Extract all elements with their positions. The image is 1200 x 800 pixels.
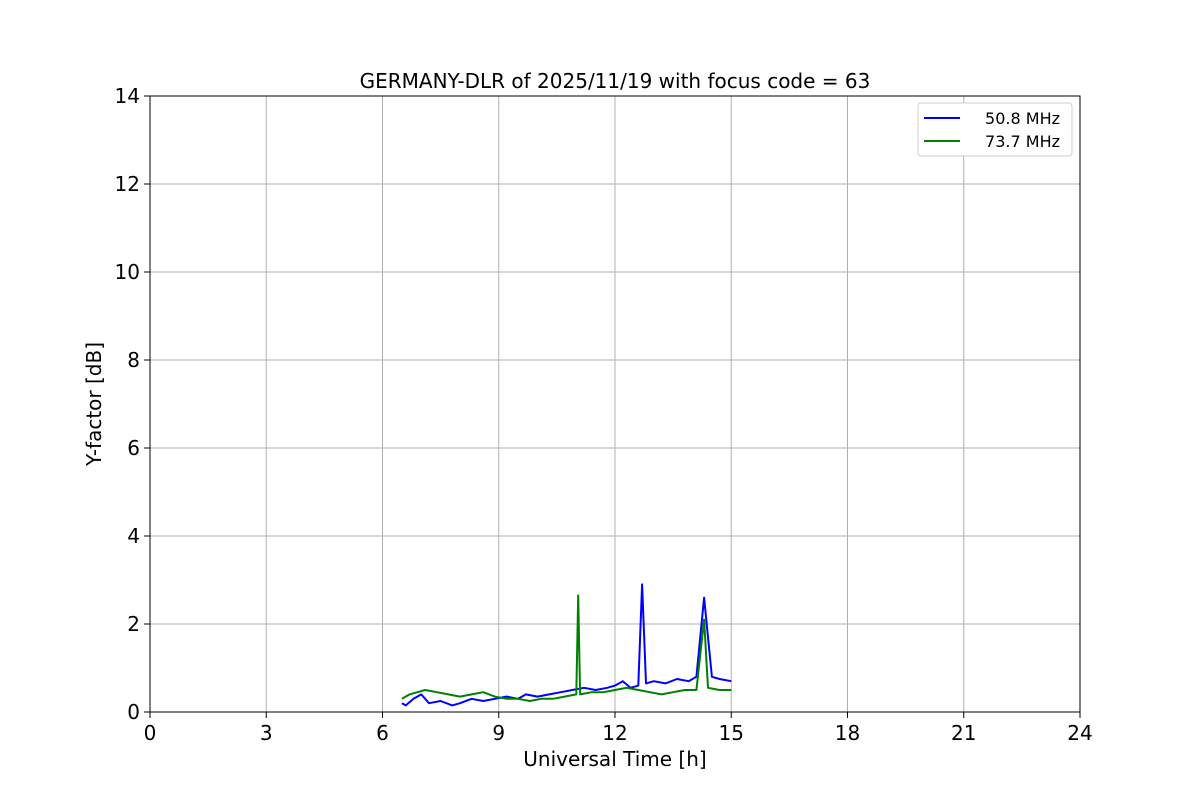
- y-tick-label: 2: [127, 612, 140, 636]
- x-tick-label: 18: [835, 721, 860, 745]
- series-layer: [401, 583, 732, 707]
- y-tick-label: 10: [115, 260, 140, 284]
- legend: 50.8 MHz 73.7 MHz: [917, 102, 1073, 157]
- y-tick-label: 0: [127, 700, 140, 724]
- y-tick-label: 12: [115, 172, 140, 196]
- x-tick-label: 9: [492, 721, 505, 745]
- x-tick-label: 15: [719, 721, 744, 745]
- x-tick-label: 21: [951, 721, 976, 745]
- x-tick-label: 0: [144, 721, 157, 745]
- x-axis-label: Universal Time [h]: [523, 747, 706, 771]
- legend-label-50-8: 50.8 MHz: [985, 109, 1060, 128]
- y-tick-label: 8: [127, 348, 140, 372]
- chart-title: GERMANY-DLR of 2025/11/19 with focus cod…: [360, 69, 871, 93]
- legend-box: [917, 102, 1073, 157]
- series-line-50-8-mhz: [401, 583, 732, 707]
- grid: [149, 95, 1081, 713]
- y-axis-label: Y-factor [dB]: [82, 342, 106, 467]
- x-tick-label: 12: [602, 721, 627, 745]
- y-tick-label: 6: [127, 436, 140, 460]
- legend-label-73-7: 73.7 MHz: [985, 132, 1060, 151]
- y-tick-label: 4: [127, 524, 140, 548]
- y-tick-label: 14: [115, 84, 140, 108]
- x-tick-label: 24: [1067, 721, 1092, 745]
- x-tick-label: 3: [260, 721, 273, 745]
- x-tick-label: 6: [376, 721, 389, 745]
- series-line-73-7-mhz: [401, 594, 732, 702]
